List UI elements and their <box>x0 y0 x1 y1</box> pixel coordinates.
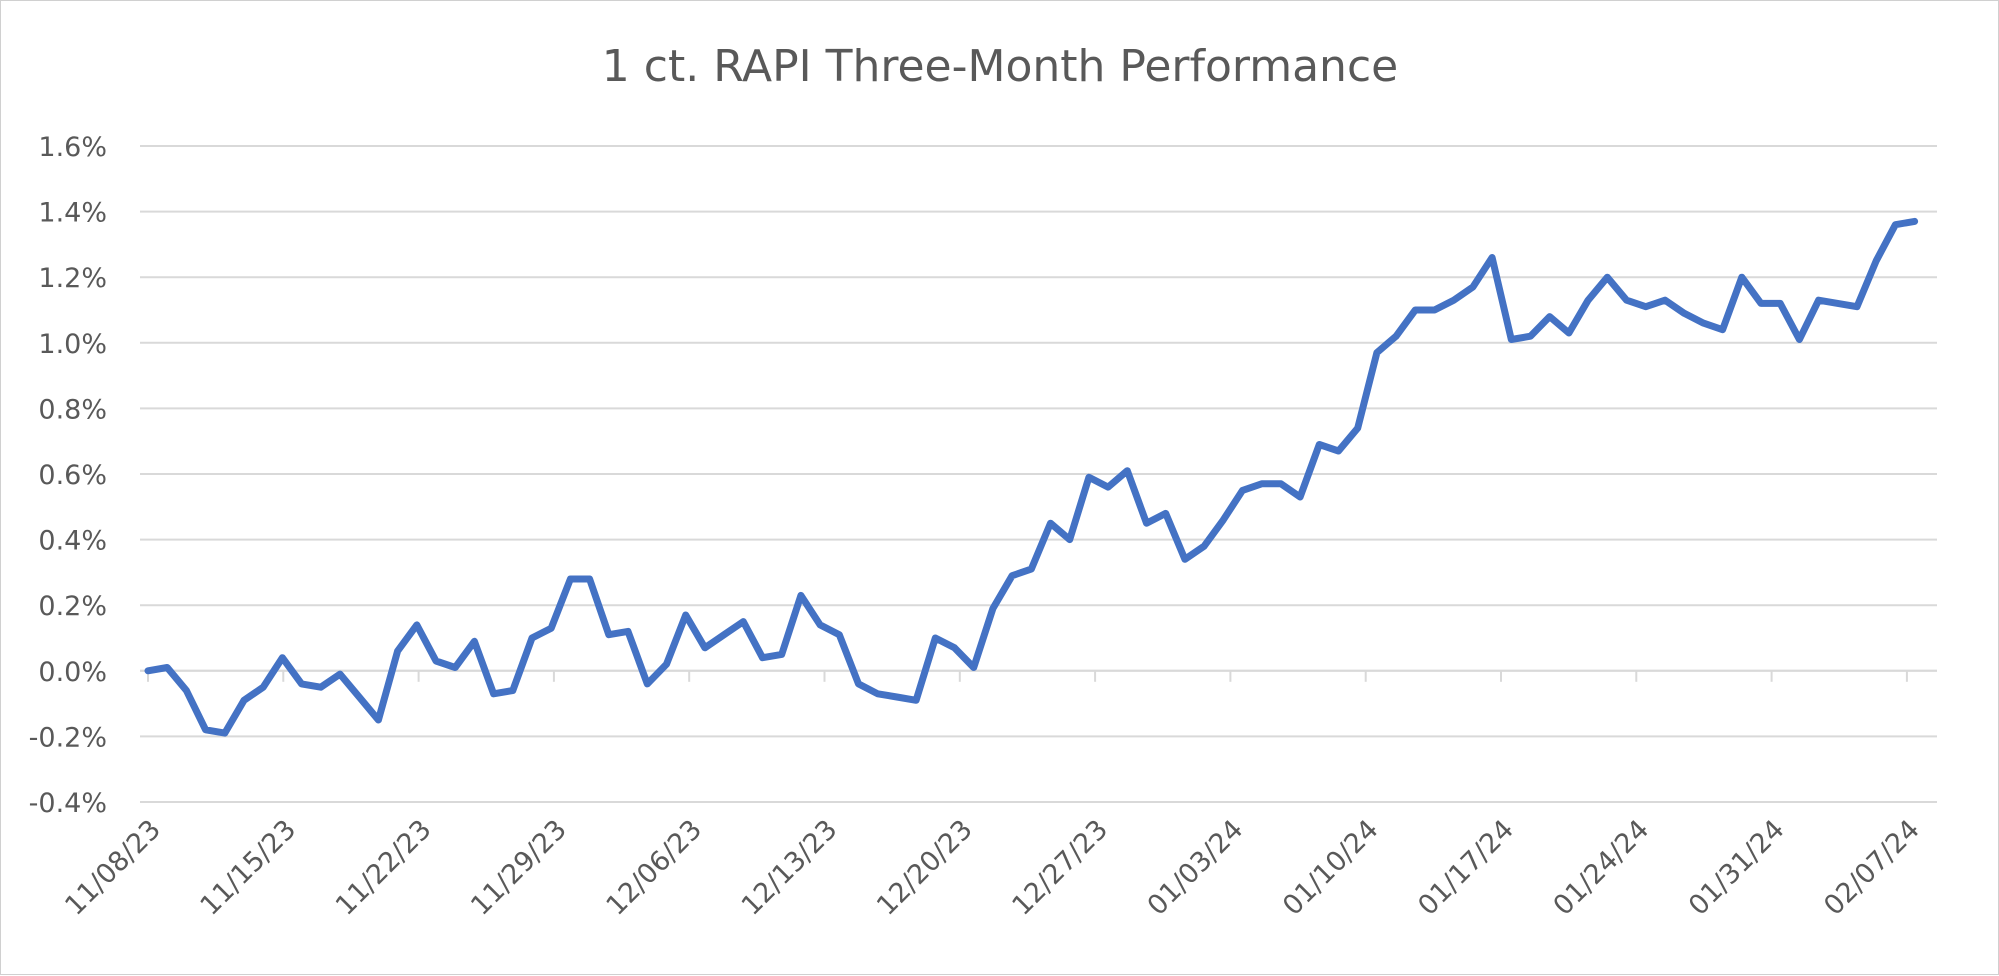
y-tick-label: 0.8% <box>38 394 107 425</box>
y-tick-label: 1.6% <box>38 132 107 163</box>
x-tick-label: 01/31/24 <box>1683 814 1791 922</box>
x-tick-label: 02/07/24 <box>1818 814 1926 922</box>
x-tick-label: 12/13/23 <box>736 814 844 922</box>
y-tick-label: 1.2% <box>38 263 107 294</box>
x-tick-label: 12/27/23 <box>1006 814 1114 922</box>
y-tick-label: 0.4% <box>38 526 107 557</box>
x-axis <box>140 669 1937 682</box>
y-tick-label: 1.4% <box>38 198 107 229</box>
y-tick-label: 0.2% <box>38 591 107 622</box>
x-tick-label: 12/06/23 <box>600 814 708 922</box>
y-axis-tick-labels: -0.4% -0.2% 0.0% 0.2% 0.4% 0.6% 0.8% 1.0% 1.2% 1.… <box>29 132 107 819</box>
x-tick-label: 01/24/24 <box>1548 814 1656 922</box>
x-tick-label: 11/08/23 <box>59 814 167 922</box>
x-tick-label: 11/29/23 <box>465 814 573 922</box>
y-tick-label: 1.0% <box>38 329 107 360</box>
x-tick-label: 11/15/23 <box>195 814 303 922</box>
gridlines <box>140 145 1937 803</box>
y-tick-label: -0.2% <box>29 722 107 753</box>
x-axis-tick-labels: 11/08/23 11/15/23 11/22/23 11/29/23 12/06/23… <box>59 814 1926 922</box>
x-tick-label: 01/10/24 <box>1277 814 1385 922</box>
series-layer <box>144 217 1919 737</box>
y-tick-label: -0.4% <box>29 788 107 819</box>
y-tick-label: 0.6% <box>38 460 107 491</box>
series-line <box>144 217 1919 737</box>
x-tick-label: 01/17/24 <box>1412 814 1520 922</box>
x-tick-label: 11/22/23 <box>330 814 438 922</box>
x-tick-label: 01/03/24 <box>1142 814 1250 922</box>
x-tick-label: 12/20/23 <box>871 814 979 922</box>
y-tick-label: 0.0% <box>38 657 107 688</box>
chart-title: 1 ct. RAPI Three-Month Performance <box>602 41 1398 92</box>
